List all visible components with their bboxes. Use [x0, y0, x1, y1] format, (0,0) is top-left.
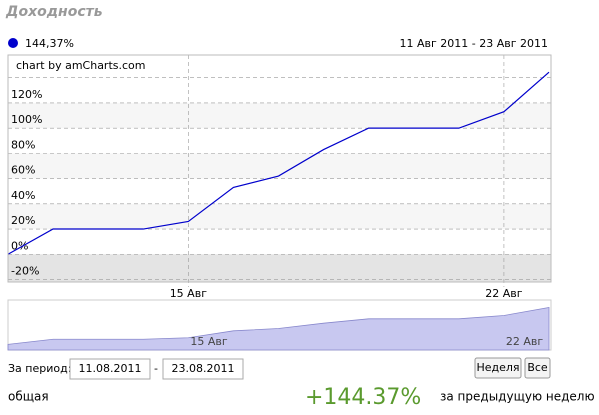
- legend-marker: [8, 38, 18, 48]
- y-tick-label: 80%: [11, 138, 35, 151]
- y-tick-label: 0%: [11, 239, 28, 252]
- scrollbar-content: 15 Авг 22 Авг: [7, 307, 550, 351]
- button[interactable]: [524, 357, 551, 379]
- grid-band: [8, 153, 551, 179]
- y-tick-label: 120%: [11, 88, 42, 101]
- y-tick-label: 100%: [11, 113, 42, 126]
- period-label: За период:: [8, 362, 71, 375]
- y-tick-label: 60%: [11, 164, 35, 177]
- y-tick-label: 20%: [11, 214, 35, 227]
- dash: -: [154, 362, 158, 375]
- line: [7, 71, 550, 255]
- grid-band: [8, 102, 551, 129]
- chart-title: Доходность: [5, 4, 103, 20]
- x-tick-label: 22 Авг: [485, 287, 523, 300]
- date-to: 23.08.2011: [172, 362, 235, 375]
- credit: chart by amCharts.com: [16, 59, 146, 72]
- legend-value: 144,37%: [25, 37, 74, 50]
- period-range: 11 Авг 2011 - 23 Авг 2011: [399, 37, 548, 50]
- scroll-label: 22 Авг: [506, 335, 544, 348]
- date-input[interactable]: [69, 358, 151, 380]
- scroll-label: 15 Авг: [190, 335, 228, 348]
- plot-border: [7, 54, 552, 283]
- date-input[interactable]: [162, 358, 244, 380]
- button[interactable]: [474, 357, 522, 379]
- grid-band: [8, 203, 551, 230]
- summary-period: за предыдущую неделю: [440, 390, 595, 404]
- summary-value: +144.37%: [305, 385, 421, 410]
- negative-band: [8, 254, 551, 282]
- credit-box: [10, 57, 134, 74]
- scrollbar-area: [7, 307, 550, 351]
- date-from: 11.08.2011: [79, 362, 142, 375]
- y-tick-label: -20%: [11, 264, 39, 277]
- y-tick-label: 40%: [11, 189, 35, 202]
- button-label: Неделя: [476, 361, 519, 374]
- x-tick-label: 15 Авг: [170, 287, 208, 300]
- button-label: Все: [527, 361, 548, 374]
- summary-label: общая: [8, 390, 49, 404]
